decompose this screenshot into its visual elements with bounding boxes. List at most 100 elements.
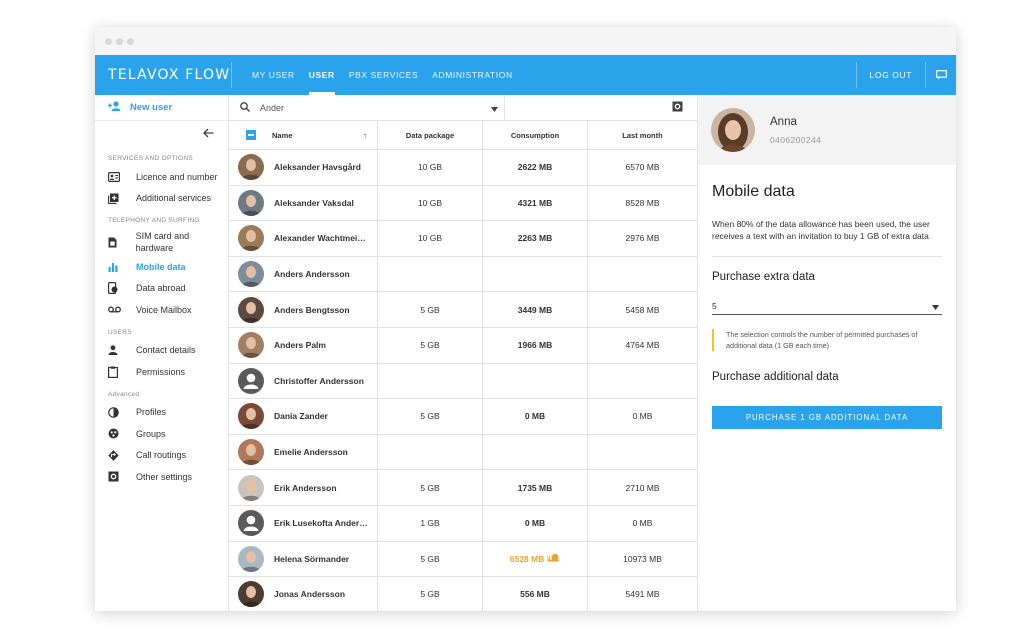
- sidebar-item-groups[interactable]: Groups: [95, 423, 228, 445]
- avatar: [238, 261, 264, 288]
- user-name: Emelie Andersson: [274, 447, 348, 458]
- sidebar-item-sim-card[interactable]: SIM card and hardware: [95, 228, 228, 256]
- cell-name: Emelie Andersson: [229, 434, 378, 470]
- main-nav: MY USER USER PBX SERVICES ADMINISTRATION: [245, 55, 520, 95]
- cell-data-package: 1 GB: [378, 505, 483, 541]
- nav-my-user[interactable]: MY USER: [252, 70, 295, 80]
- table-row[interactable]: Erik Andersson 5 GB 1735 MB 2710 MB: [229, 470, 697, 506]
- profile-header: Anna 0406200244: [698, 95, 956, 165]
- cell-last-month: [588, 364, 697, 399]
- table-row[interactable]: Christoffer Andersson: [229, 363, 697, 400]
- search-icon: [240, 101, 250, 114]
- cell-data-package: 10 GB: [378, 150, 483, 185]
- table-row[interactable]: Anders Andersson: [229, 256, 697, 293]
- contact-card-icon: [108, 171, 136, 182]
- avatar: [238, 296, 264, 323]
- table-body: Aleksander Havsgård 10 GB 2622 MB 6570 MB Al…: [229, 150, 697, 611]
- user-list: Ander Name ↑ Data package Consumption La…: [229, 95, 698, 611]
- table-row[interactable]: Emelie Andersson: [229, 434, 697, 471]
- cell-consumption: 4321 MB: [483, 185, 588, 221]
- consumption-value: 2622 MB: [517, 162, 553, 173]
- sidebar-item-mobile-data[interactable]: Mobile data: [95, 256, 228, 278]
- cell-last-month: 0 MB: [632, 518, 653, 529]
- consumption-value: 6528 MB: [509, 553, 545, 564]
- divider: [231, 62, 232, 88]
- clipboard-icon: [108, 366, 136, 378]
- arrow-left-icon[interactable]: [203, 125, 214, 143]
- detail-panel: Anna 0406200244 Mobile data When 80% of …: [698, 95, 956, 611]
- sidebar-item-additional-services[interactable]: Additional services: [95, 188, 228, 210]
- consumption-value: 1966 MB: [517, 340, 553, 351]
- cell-name: Dania Zander: [229, 399, 378, 434]
- search-value: Ander: [260, 102, 285, 113]
- sidebar-item-label: SIM card and hardware: [135, 231, 190, 253]
- cell-consumption: [483, 256, 588, 292]
- table-row[interactable]: Jonas Andersson 5 GB 556 MB 5491 MB: [229, 577, 697, 611]
- sidebar-item-call-routings[interactable]: Call routings: [95, 445, 228, 467]
- nav-administration[interactable]: ADMINISTRATION: [432, 70, 513, 80]
- add-person-icon: [108, 101, 121, 114]
- cell-consumption: 2263 MB: [483, 221, 588, 256]
- sidebar-item-voice-mailbox[interactable]: Voice Mailbox: [95, 299, 228, 321]
- column-data-package[interactable]: Data package: [378, 121, 483, 149]
- chat-icon[interactable]: [926, 70, 956, 80]
- top-bar: TELAVOX FLOW MY USER USER PBX SERVICES A…: [95, 55, 956, 95]
- cell-data-package: [378, 434, 483, 470]
- sidebar-item-profiles[interactable]: Profiles: [95, 402, 228, 424]
- filter-settings-icon[interactable]: [672, 99, 683, 117]
- cell-consumption: [483, 363, 588, 399]
- column-name[interactable]: Name ↑: [229, 121, 378, 149]
- cell-consumption: 6528 MB: [483, 541, 588, 577]
- cell-consumption: 0 MB: [483, 505, 588, 541]
- avatar: [238, 154, 264, 181]
- sidebar-item-other-settings[interactable]: Other settings: [95, 466, 228, 488]
- search-input[interactable]: Ander: [229, 95, 505, 120]
- sidebar-item-data-abroad[interactable]: Data abroad: [95, 278, 228, 300]
- person-icon: [108, 345, 136, 356]
- window-dot[interactable]: [105, 37, 112, 45]
- cell-last-month: [588, 435, 697, 470]
- nav-user[interactable]: USER: [302, 55, 342, 95]
- table-row[interactable]: Erik Lusekofta Andersson 1 GB 0 MB 0 MB: [229, 505, 697, 542]
- consumption-value: 3449 MB: [517, 304, 553, 315]
- table-row[interactable]: Aleksander Vaksdal 10 GB 4321 MB 8528 MB: [229, 185, 697, 222]
- table-row[interactable]: Aleksander Havsgård 10 GB 2622 MB 6570 MB: [229, 150, 697, 186]
- detail-content: Mobile data When 80% of the data allowan…: [698, 183, 956, 429]
- window-dot[interactable]: [127, 37, 134, 45]
- sidebar-item-label: Other settings: [136, 471, 193, 482]
- select-all-checkbox[interactable]: [246, 130, 256, 140]
- user-name: Alexander Wachtmeister: [274, 233, 370, 244]
- table-row[interactable]: Helena Sörmander 5 GB 6528 MB 10973 MB: [229, 541, 697, 578]
- cell-data-package: 5 GB: [378, 292, 483, 327]
- caret-down-icon[interactable]: [491, 104, 498, 114]
- bar-chart-icon: [108, 262, 136, 272]
- window-dot[interactable]: [116, 37, 123, 45]
- column-consumption[interactable]: Consumption: [483, 121, 588, 149]
- cell-data-package: [378, 363, 483, 399]
- table-row[interactable]: Dania Zander 5 GB 0 MB 0 MB: [229, 399, 697, 435]
- extra-data-select[interactable]: 5: [712, 301, 942, 315]
- add-box-icon: [108, 193, 136, 204]
- sort-arrow-up-icon[interactable]: ↑: [363, 130, 367, 140]
- table-row[interactable]: Anders Bengtsson 5 GB 3449 MB 5458 MB: [229, 292, 697, 328]
- avatar: [238, 403, 264, 430]
- sidebar-item-licence[interactable]: Licence and number: [95, 166, 228, 188]
- app-logo[interactable]: TELAVOX FLOW: [108, 67, 231, 83]
- cell-name: Anders Bengtsson: [229, 292, 378, 327]
- cell-last-month: 5491 MB: [625, 589, 660, 600]
- column-label: Name: [272, 130, 293, 140]
- cell-consumption: [483, 434, 588, 470]
- table-row[interactable]: Anders Palm 5 GB 1966 MB 4764 MB: [229, 327, 697, 364]
- sidebar-item-contact-details[interactable]: Contact details: [95, 340, 228, 362]
- half-circle-icon: [108, 406, 136, 418]
- sidebar-item-permissions[interactable]: Permissions: [95, 361, 228, 383]
- logout-button[interactable]: LOG OUT: [869, 70, 912, 80]
- column-last-month[interactable]: Last month: [622, 130, 663, 140]
- cell-consumption: 1735 MB: [483, 470, 588, 505]
- purchase-button[interactable]: PURCHASE 1 GB ADDITIONAL DATA: [712, 406, 942, 429]
- new-user-button[interactable]: New user: [95, 95, 228, 121]
- nav-pbx-services[interactable]: PBX SERVICES: [348, 70, 419, 80]
- user-name: Aleksander Vaksdal: [274, 197, 354, 208]
- table-row[interactable]: Alexander Wachtmeister 10 GB 2263 MB 2976 M…: [229, 221, 697, 257]
- consumption-value: 556 MB: [520, 589, 550, 600]
